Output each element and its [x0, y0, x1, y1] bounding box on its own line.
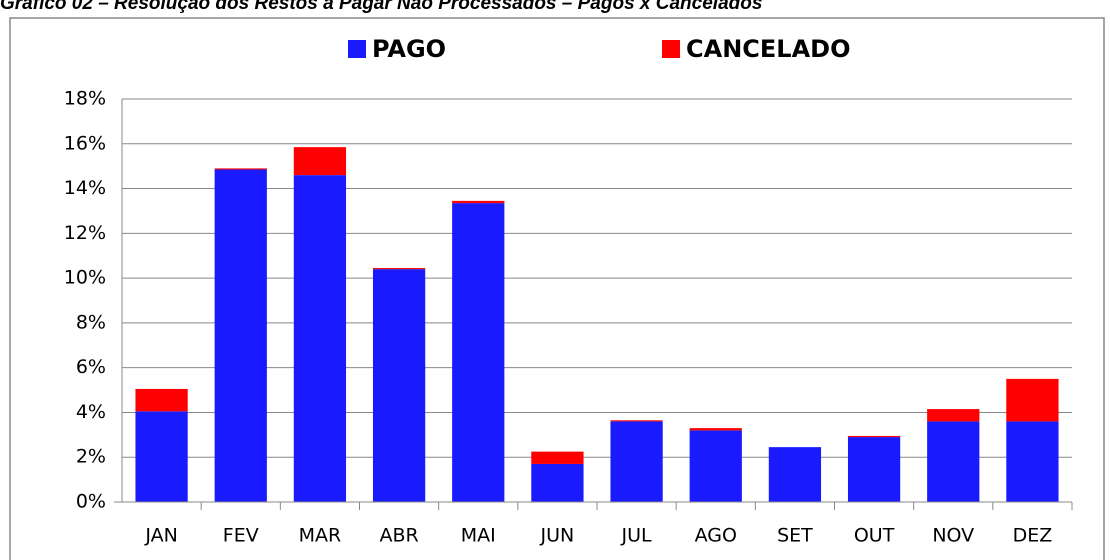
y-tick-label: 8% [76, 311, 106, 333]
legend-label: PAGO [372, 35, 446, 63]
bar-segment [452, 200, 505, 204]
legend-label: CANCELADO [686, 35, 850, 63]
bar-segment [135, 388, 188, 412]
bar-segment [768, 447, 822, 502]
y-tick-label: 6% [76, 356, 106, 378]
y-tick-label: 16% [64, 132, 106, 154]
x-tick-label: JUN [540, 525, 575, 547]
y-tick-label: 2% [76, 446, 106, 468]
bar-segment [689, 430, 742, 502]
x-tick-label: MAR [299, 525, 342, 547]
bar-segment [847, 435, 901, 438]
bar-segment [1006, 378, 1059, 422]
bar-segment [372, 269, 426, 502]
bar-segment [1006, 421, 1059, 502]
bar-segment [214, 168, 267, 170]
x-tick-label: AGO [695, 525, 737, 547]
bar-segment [452, 203, 505, 502]
x-tick-label: DEZ [1013, 525, 1053, 547]
y-tick-label: 12% [64, 222, 106, 244]
bar-segment [689, 428, 742, 431]
bar-segment [372, 268, 426, 270]
bar-segment [610, 421, 663, 502]
bar-segment [293, 175, 347, 502]
y-tick-label: 4% [76, 401, 106, 423]
bar-segment [927, 421, 980, 502]
bar-segment [531, 451, 584, 464]
y-tick-label: 10% [64, 267, 106, 289]
x-tick-label: JUL [621, 525, 653, 547]
x-tick-label: NOV [932, 525, 974, 547]
y-tick-label: 18% [64, 88, 106, 110]
x-tick-label: ABR [379, 525, 418, 547]
x-tick-label: FEV [223, 525, 259, 547]
x-tick-label: MAI [461, 525, 496, 547]
bar-segment [610, 420, 663, 422]
y-tick-label: 14% [64, 177, 106, 199]
y-tick-label: 0% [76, 491, 106, 513]
bar-segment [927, 409, 980, 422]
bar-segment [214, 169, 267, 502]
bar-segment [135, 411, 188, 502]
bar-segment [847, 437, 901, 502]
x-tick-label: OUT [854, 525, 895, 547]
x-tick-label: SET [777, 525, 813, 547]
bar-segment [531, 463, 584, 502]
legend-swatch [662, 40, 680, 58]
legend-swatch [348, 40, 366, 58]
x-tick-label: JAN [144, 525, 177, 547]
bar-segment [293, 147, 347, 176]
chart-title: Gráfico 02 – Resolução dos Restos a Paga… [0, 0, 762, 14]
